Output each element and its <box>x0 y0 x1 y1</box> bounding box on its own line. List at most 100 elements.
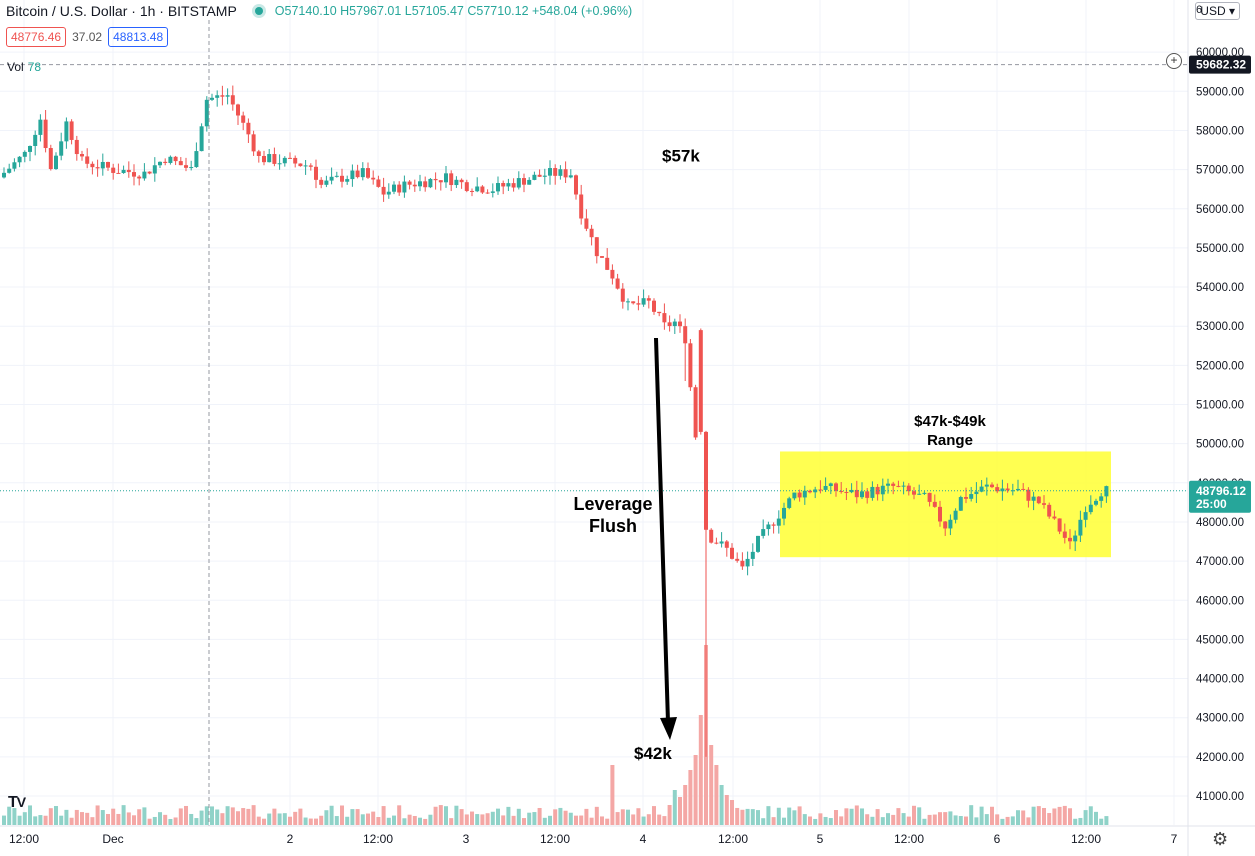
candle-body <box>199 126 204 152</box>
candle-body <box>485 192 490 194</box>
volume-bar <box>563 810 568 825</box>
candle-body <box>28 145 32 152</box>
candle-body <box>449 173 454 186</box>
volume-bar <box>376 817 381 825</box>
market-status-dot-icon <box>254 7 263 15</box>
volume-bar <box>620 809 625 825</box>
candle-body <box>719 541 724 544</box>
candle-body <box>402 181 407 193</box>
candle-body <box>594 237 599 257</box>
candle-body <box>714 542 719 544</box>
time-axis[interactable]: 12:00 Dec 2 12:00 3 12:00 4 12:00 5 12:00 6 12:00 7 <box>0 825 1255 846</box>
volume-bar <box>444 806 448 825</box>
candle-body <box>2 172 6 178</box>
candle-body <box>158 161 162 166</box>
volume-bar <box>761 818 766 825</box>
gear-icon[interactable]: ⚙ <box>1212 829 1229 849</box>
volume-bar <box>173 817 178 825</box>
candle-body <box>59 141 64 156</box>
candle-body <box>230 95 235 105</box>
sell-button[interactable]: 48776.46 <box>6 27 67 47</box>
volume-bar <box>693 755 698 825</box>
candle-body <box>345 179 350 182</box>
volume-bar <box>1094 811 1098 825</box>
candle-body <box>95 167 100 169</box>
volume-bar <box>2 815 6 825</box>
ohlc-open: O57140.10 <box>274 4 337 18</box>
candle-body <box>657 311 662 314</box>
volume-bar <box>698 715 703 825</box>
volume-bar <box>745 808 750 825</box>
volume-bar <box>1031 806 1036 825</box>
volume-bar <box>267 813 272 825</box>
buy-button[interactable]: 48813.48 <box>108 27 169 47</box>
x-tick-label: Dec <box>102 832 123 846</box>
candle-body <box>386 191 391 195</box>
price-axis[interactable]: 41000.00 42000.00 43000.00 44000.00 45000.00… <box>1196 47 1244 803</box>
candle-body <box>142 171 147 179</box>
candle-body <box>1083 512 1088 520</box>
candle-body <box>984 484 989 487</box>
volume-bar <box>834 810 838 825</box>
volume-bar <box>990 806 994 825</box>
volume-bar <box>1021 810 1026 825</box>
ohlc-values: O57140.10 H57967.01 L57105.47 C57710.12 … <box>275 4 632 18</box>
candle-body <box>116 172 121 174</box>
candle-body <box>288 157 292 159</box>
volume-bar <box>600 816 604 825</box>
candle-body <box>511 183 516 188</box>
volume-bar <box>111 808 116 825</box>
candle-body <box>636 303 641 305</box>
currency-select[interactable]: USD ▾ <box>1195 2 1240 20</box>
last-price-tag <box>1189 480 1251 513</box>
volume-bar <box>334 816 339 825</box>
y-tick-label: 43000.00 <box>1196 713 1244 725</box>
volume-bar <box>657 814 662 825</box>
symbol-title[interactable]: Bitcoin / U.S. Dollar · 1h · BITSTAMP <box>6 3 237 19</box>
volume-bar <box>828 818 833 825</box>
volume-bar <box>865 814 870 825</box>
candle-body <box>215 95 220 98</box>
volume-bar <box>823 816 828 825</box>
volume-bar <box>204 806 209 825</box>
candle-body <box>766 524 771 530</box>
volume-bar <box>802 814 807 825</box>
candle-body <box>298 163 303 167</box>
volume-bar <box>750 809 755 825</box>
volume-bar <box>241 808 246 825</box>
candle-body <box>964 497 968 499</box>
volume-bar <box>880 817 885 825</box>
candle-body <box>641 298 646 305</box>
tradingview-logo-icon[interactable]: TV <box>8 794 26 811</box>
candle-body <box>428 178 433 188</box>
candle-body <box>709 529 714 543</box>
candle-body <box>823 485 828 490</box>
candle-body <box>267 154 272 163</box>
volume-bar <box>168 818 173 825</box>
candle-body <box>381 186 386 195</box>
candle-body <box>168 156 173 163</box>
volume-bar <box>901 813 906 825</box>
candle-body <box>740 560 745 567</box>
candle-body <box>1094 500 1098 505</box>
arrow-head <box>660 717 677 740</box>
crosshair-price-tag <box>1189 55 1251 74</box>
volume-bar <box>256 816 261 825</box>
candle-body <box>537 174 542 177</box>
volume-bar <box>90 817 95 825</box>
candle-body <box>496 183 500 192</box>
volume-bar <box>22 812 27 825</box>
candle-body <box>111 167 116 173</box>
candle-body <box>943 521 948 529</box>
volume-bar <box>64 809 69 825</box>
add-alert-plus-icon[interactable]: + <box>1166 53 1182 69</box>
volume-bar <box>360 814 365 825</box>
candle-body <box>220 95 225 97</box>
bid-ask-row: 48776.46 37.02 48813.48 <box>6 27 169 47</box>
volume-bar <box>454 805 459 825</box>
x-tick-label: 12:00 <box>718 832 748 846</box>
volume-bar <box>163 814 168 825</box>
candle-body <box>282 157 287 164</box>
volume-bar <box>1078 817 1083 825</box>
